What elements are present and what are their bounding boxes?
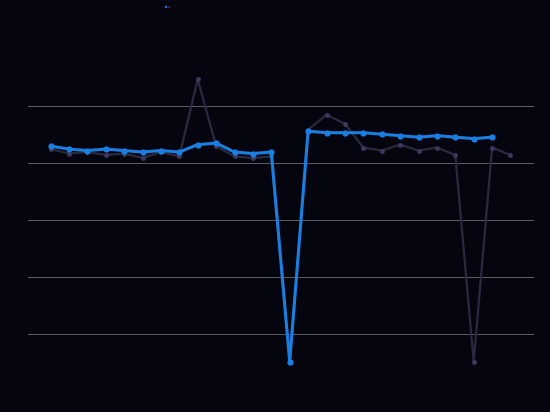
Legend: , : , <box>165 6 169 7</box>
